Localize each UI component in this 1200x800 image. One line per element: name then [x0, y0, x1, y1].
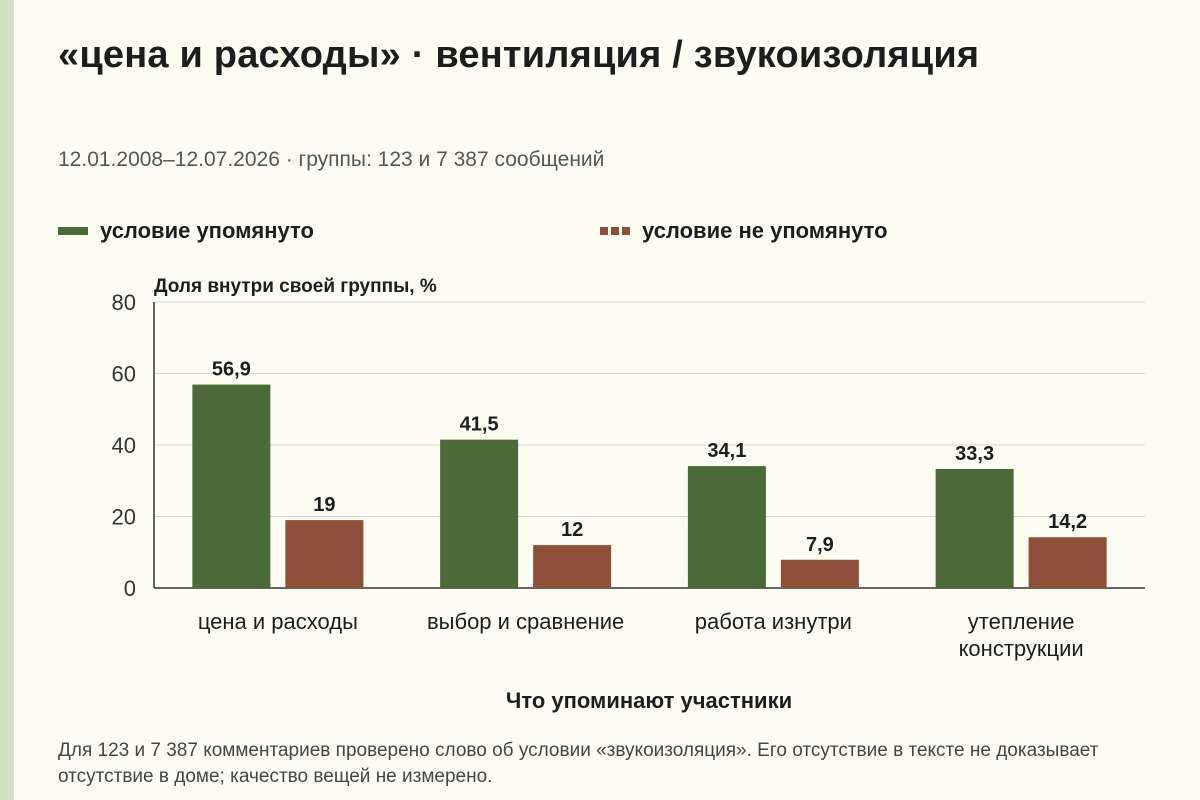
- bar-not-mentioned: [533, 545, 612, 588]
- data-label: 19: [313, 494, 335, 516]
- bar-mentioned: [935, 468, 1014, 588]
- footnote: Для 123 и 7 387 комментариев проверено с…: [58, 740, 1099, 787]
- legend-swatch-not-mentioned: [600, 227, 630, 235]
- x-tick-label: работа изнутри: [695, 609, 852, 634]
- x-tick-label: конструкции: [959, 636, 1084, 661]
- y-tick-label: 60: [112, 362, 136, 387]
- data-label: 14,2: [1048, 511, 1087, 533]
- data-label: 7,9: [806, 534, 834, 556]
- y-tick-label: 0: [124, 576, 136, 601]
- y-axis-label: Доля внутри своей группы, %: [154, 276, 437, 297]
- data-label: 34,1: [707, 440, 746, 462]
- data-label: 41,5: [460, 414, 499, 436]
- legend-swatch-mentioned: [58, 227, 88, 235]
- left-accent-bar: [0, 0, 14, 800]
- bar-not-mentioned: [285, 520, 364, 588]
- bar-not-mentioned: [1028, 537, 1107, 588]
- y-tick-label: 40: [112, 433, 136, 458]
- y-tick-label: 80: [112, 290, 136, 315]
- legend-label-not-mentioned: условие не упомянуто: [642, 218, 888, 243]
- bar-not-mentioned: [780, 559, 859, 588]
- data-label: 33,3: [955, 443, 994, 465]
- legend-label-mentioned: условие упомянуто: [100, 218, 314, 243]
- chart-subtitle: 12.01.2008–12.07.2026 · группы: 123 и 7 …: [58, 148, 605, 171]
- bar-mentioned: [440, 439, 519, 588]
- bar-mentioned: [192, 384, 271, 588]
- legend-item-mentioned: условие упомянуто: [58, 218, 314, 244]
- data-label: 56,9: [212, 359, 251, 381]
- legend: условие упомянуто условие не упомянуто: [58, 218, 1158, 248]
- chart-title: «цена и расходы» · вентиляция / звукоизо…: [58, 34, 980, 76]
- x-tick-label: цена и расходы: [198, 609, 358, 634]
- legend-item-not-mentioned: условие не упомянуто: [600, 218, 888, 244]
- bar-mentioned: [687, 466, 766, 588]
- x-tick-label: утепление: [968, 609, 1075, 634]
- x-tick-label: выбор и сравнение: [427, 609, 624, 634]
- data-label: 12: [561, 519, 583, 541]
- x-axis-label: Что упоминают участники: [506, 688, 792, 713]
- y-tick-label: 20: [112, 505, 136, 530]
